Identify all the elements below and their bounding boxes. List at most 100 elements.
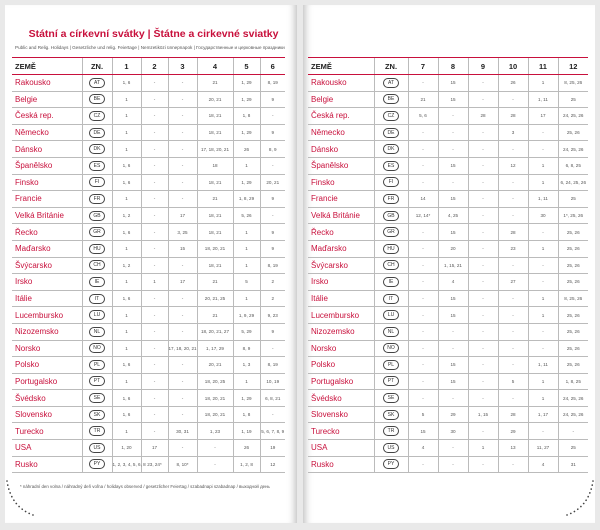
cell: - (497, 389, 528, 407)
cell: - (407, 223, 438, 241)
cell: - (497, 356, 528, 374)
cell: 1, 2 (111, 207, 141, 225)
country-code: GR (383, 227, 399, 238)
cell: 18, 20, 21 (196, 406, 233, 424)
column-header: ZN. (81, 57, 112, 75)
cell: 25, 26 (557, 273, 588, 291)
cell: 9 (259, 91, 285, 109)
cell: - (167, 140, 197, 158)
column-header: 11 (527, 57, 558, 75)
cell: 11, 27 (527, 439, 558, 457)
country-code: SE (383, 393, 399, 404)
cell: 23 (497, 240, 528, 258)
code-cell: NO (373, 340, 408, 358)
country: Maďarsko (308, 240, 374, 258)
country-code: DK (383, 144, 399, 155)
row: Lucembursko LU 1- -21 1, 9, 29 9, 23 (12, 306, 285, 324)
cell: 25 (557, 91, 588, 109)
cell: - (437, 124, 468, 142)
code-cell: CZ (373, 107, 408, 125)
cell: 1, 6 (111, 406, 141, 424)
code-cell: BE (81, 91, 112, 109)
cell: 1 (527, 290, 558, 308)
country-code: FI (383, 177, 399, 188)
row: Dánsko DK 1- -17, 18, 20, 21 26 8, 9 (12, 140, 285, 158)
code-cell: TR (373, 422, 408, 441)
country-code: IE (89, 276, 105, 287)
cell: 1, 19 (232, 422, 260, 441)
code-cell: DE (81, 124, 112, 142)
cell: - (467, 257, 498, 275)
country: Itálie (12, 290, 82, 308)
code-cell: HU (373, 240, 408, 258)
cell: - (497, 91, 528, 109)
cell: 5 (407, 406, 438, 424)
row: Portugalsko PT -15-5 1 1, 8, 25 (308, 373, 588, 391)
country: Česká rep. (12, 107, 82, 125)
cell: - (407, 340, 438, 358)
cell: 1 (467, 439, 498, 457)
code-cell: NL (373, 323, 408, 341)
cell: 25, 26 (557, 124, 588, 142)
country-code: GB (89, 210, 105, 221)
column-header: 3 (167, 57, 197, 75)
cell: 1 (527, 74, 558, 92)
cell: 1 (232, 157, 260, 175)
cell: 1, 20 (111, 439, 141, 457)
cell: - (467, 290, 498, 308)
cell: 28 (467, 107, 498, 125)
cell: - (497, 190, 528, 208)
cell: 18, 21 (196, 223, 233, 241)
cell: 15 (437, 190, 468, 208)
cell: 2 (259, 273, 285, 291)
right-table: ZEMĚ ZN. 7 8 9 10 11 12 Rakousko AT -15-26 1 8, 25, … (308, 57, 588, 474)
code-cell: LU (81, 306, 112, 324)
country-code: PY (89, 459, 105, 470)
cell: - (140, 140, 168, 158)
cell: 1 (527, 389, 558, 407)
cell: 19 (259, 439, 285, 457)
cell: - (527, 273, 558, 291)
cell: 8, 25, 26 (557, 74, 588, 92)
row: Turecko TR 15 30-29- - (308, 422, 588, 441)
cell: - (467, 306, 498, 324)
cell: 18, 20, 21 (196, 240, 233, 258)
cell: 1, 9, 29 (232, 306, 260, 324)
cell: - (167, 174, 197, 192)
cell: 26 (232, 439, 260, 457)
cell: - (527, 323, 558, 341)
column-header: 12 (557, 57, 588, 75)
country: Belgie (12, 91, 82, 109)
cell: 1, 11 (527, 190, 558, 208)
code-cell: IT (373, 290, 408, 308)
cell: 1, 6 (111, 389, 141, 407)
column-header: ZEMĚ (308, 57, 374, 75)
country: USA (308, 439, 374, 457)
cell: - (407, 74, 438, 92)
cell: 18, 21 (196, 207, 233, 225)
cell: - (467, 273, 498, 291)
cell: 26 (232, 140, 260, 158)
cell: 21 (407, 91, 438, 109)
code-cell: DE (373, 124, 408, 142)
cell: 15 (437, 91, 468, 109)
cell: - (167, 389, 197, 407)
code-cell: PT (373, 373, 408, 391)
cell: - (467, 373, 498, 391)
code-cell: DK (373, 140, 408, 158)
cell: 1 (232, 257, 260, 275)
cell: 9 (259, 223, 285, 241)
country-code: TR (383, 426, 399, 437)
column-header: 9 (467, 57, 498, 75)
code-cell: GR (81, 223, 112, 241)
country: Belgie (308, 91, 374, 109)
cell: - (437, 340, 468, 358)
cell: - (140, 290, 168, 308)
row: Španělsko ES 1, 6- -18 1- (12, 157, 285, 175)
cell: 1 (111, 373, 141, 391)
cell: 15 (437, 157, 468, 175)
cell: 1, 15, 21 (437, 257, 468, 275)
code-cell: ES (373, 157, 408, 175)
cell: 17 (167, 273, 197, 291)
cell: 21 (196, 273, 233, 291)
